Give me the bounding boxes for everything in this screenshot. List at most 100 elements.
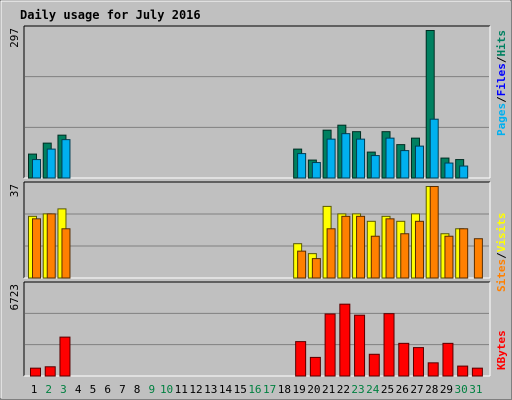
- day-label: 23: [351, 383, 364, 396]
- bar-sites: [429, 186, 439, 279]
- bar-kbytes: [442, 342, 454, 377]
- bar-kbytes: [295, 341, 307, 377]
- bar-sites: [297, 250, 307, 279]
- day-label: 4: [75, 383, 82, 396]
- bar-sites: [400, 233, 410, 279]
- bar-sites: [32, 218, 41, 279]
- bar-files: [385, 137, 395, 179]
- bar-files: [444, 162, 454, 179]
- day-label: 27: [410, 383, 423, 396]
- bar-kbytes: [59, 336, 71, 377]
- day-label: 8: [134, 383, 141, 396]
- bar-kbytes: [398, 342, 410, 377]
- bar-files: [32, 159, 41, 179]
- bar-kbytes: [309, 356, 321, 377]
- day-label: 17: [263, 383, 276, 396]
- legend-visits: Sites/Visits: [495, 213, 508, 293]
- bar-kbytes: [30, 367, 41, 377]
- day-label: 22: [337, 383, 350, 396]
- bar-kbytes: [427, 362, 439, 377]
- day-label: 21: [322, 383, 335, 396]
- day-label: 18: [278, 383, 291, 396]
- bar-sites: [326, 228, 336, 279]
- day-label: 2: [45, 383, 52, 396]
- legend-entry: /: [495, 56, 508, 63]
- bar-kbytes: [354, 314, 366, 377]
- day-label: 5: [90, 383, 97, 396]
- bar-kbytes: [457, 365, 469, 377]
- legend-entry: /: [495, 96, 508, 103]
- day-label: 29: [440, 383, 453, 396]
- bar-files: [370, 155, 380, 179]
- legend-entry: Pages: [495, 103, 508, 136]
- bar-sites: [311, 258, 321, 279]
- bar-sites: [385, 218, 395, 279]
- chart-panels: 297Pages/Files/Hits37Sites/Visits6723KBy…: [8, 25, 508, 377]
- day-label: 12: [189, 383, 202, 396]
- bar-kbytes: [368, 353, 380, 377]
- panel-kbytes: 6723 KBytes: [8, 281, 508, 377]
- bar-sites: [444, 235, 454, 279]
- legend-entry: Hits: [495, 30, 508, 57]
- bar-kbytes: [412, 347, 424, 377]
- bar-files: [356, 138, 366, 179]
- day-label: 1: [31, 383, 38, 396]
- bar-files: [414, 145, 424, 179]
- day-label: 20: [307, 383, 320, 396]
- bar-sites: [341, 215, 351, 279]
- bar-sites: [414, 220, 424, 279]
- legend-entry: /: [495, 252, 508, 259]
- bar-sites: [356, 215, 366, 279]
- bar-kbytes: [44, 366, 56, 377]
- legend-entry: Files: [495, 63, 508, 96]
- bar-kbytes: [383, 313, 395, 377]
- legend-entry: KBytes: [495, 330, 508, 370]
- bar-files: [46, 148, 56, 179]
- day-label: 19: [293, 383, 306, 396]
- day-label: 10: [160, 383, 173, 396]
- day-label: 26: [396, 383, 409, 396]
- x-axis-labels: 1 2 3 4 5 6 7 8 9 10 11 12 13 14 15 16 17 18 19 20 21 22 23 24 2…: [31, 383, 483, 396]
- bar-files: [459, 165, 469, 179]
- plot-area: [24, 282, 490, 376]
- day-label: 31: [469, 383, 482, 396]
- legend-entry: Visits: [495, 213, 508, 253]
- day-label: 16: [248, 383, 261, 396]
- legend-hits: Pages/Files/Hits: [495, 30, 508, 136]
- day-label: 6: [104, 383, 111, 396]
- legend-kbytes: KBytes: [495, 330, 508, 370]
- bar-sites: [370, 235, 380, 279]
- chart-title: Daily usage for July 2016: [20, 8, 201, 22]
- panel-visits: 37 Sites/Visits: [8, 181, 508, 293]
- bar-kbytes: [471, 367, 483, 377]
- day-label: 14: [219, 383, 233, 396]
- day-label: 24: [366, 383, 380, 396]
- day-label: 9: [149, 383, 156, 396]
- bar-files: [61, 139, 71, 179]
- y-max-label: 37: [8, 184, 21, 197]
- bar-sites: [61, 228, 71, 279]
- bar-kbytes: [339, 303, 351, 377]
- bar-files: [311, 162, 321, 179]
- day-label: 13: [204, 383, 217, 396]
- legend-entry: Sites: [495, 259, 508, 292]
- day-label: 3: [60, 383, 67, 396]
- bar-files: [341, 133, 351, 179]
- series-files: [32, 118, 469, 179]
- bar-files: [400, 150, 410, 179]
- day-label: 15: [234, 383, 247, 396]
- bar-files: [297, 153, 307, 179]
- bar-sites: [46, 213, 56, 279]
- series-sites: [32, 186, 483, 279]
- series-kbytes: [30, 303, 483, 377]
- bar-files: [429, 118, 439, 179]
- bar-sites: [473, 238, 483, 279]
- bar-files: [326, 138, 336, 179]
- day-label: 30: [455, 383, 468, 396]
- bar-kbytes: [324, 313, 336, 377]
- y-max-label: 6723: [8, 284, 21, 311]
- day-label: 11: [175, 383, 188, 396]
